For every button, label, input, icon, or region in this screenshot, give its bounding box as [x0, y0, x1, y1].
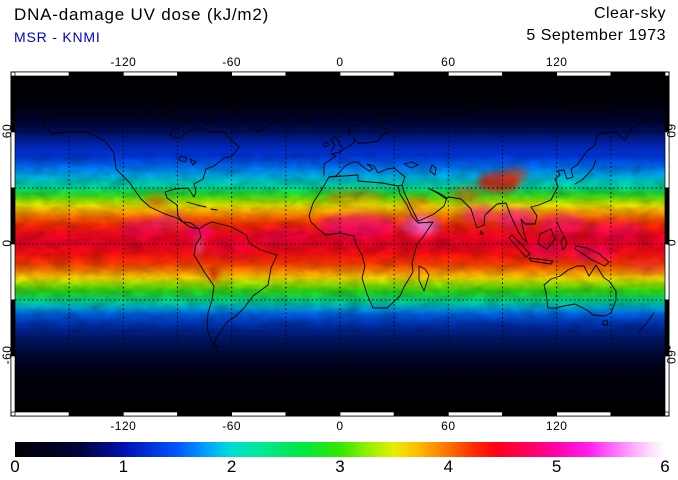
coast-borneo	[537, 228, 556, 250]
frame-segment-top	[177, 71, 233, 77]
lon-tick-label-bottom: 120	[545, 419, 568, 433]
coast-new-zealand-north	[646, 312, 655, 323]
frame-segment-bottom	[447, 411, 503, 417]
frame-segment-bottom	[502, 411, 558, 417]
frame-segment-top	[14, 71, 70, 77]
frame-segment-bottom	[393, 411, 449, 417]
frame-segment-bottom	[610, 411, 666, 417]
coast-java	[528, 257, 554, 265]
sea-black	[403, 161, 419, 169]
frame-segment-top	[122, 71, 178, 77]
lon-tick-label-top: 120	[545, 55, 568, 69]
lake-caspian	[429, 164, 437, 176]
lake-great-lakes-west	[178, 155, 188, 163]
colorbar-tick-label: 5	[551, 457, 562, 476]
graticule	[15, 76, 665, 412]
frame-segment-bottom	[556, 411, 612, 417]
frame-segment-right	[664, 355, 670, 413]
coast-mediterranean-europe	[328, 161, 406, 187]
colorbar-tick-label: 6	[660, 457, 670, 476]
coast-ireland	[322, 141, 330, 148]
lon-tick-label-bottom: -120	[110, 419, 137, 433]
coast-north-america	[41, 111, 240, 230]
frame-segment-top	[610, 71, 666, 77]
frame-segment-bottom	[14, 411, 70, 417]
frame-segment-left	[10, 355, 16, 413]
frame-segment-top	[285, 71, 341, 77]
map-content	[15, 76, 665, 412]
coast-africa	[308, 174, 434, 309]
frame-segment-top	[68, 71, 124, 77]
coast-philippines	[556, 221, 564, 235]
coast-south-america	[193, 221, 278, 349]
frame-segment-bottom	[285, 411, 341, 417]
date-label: 5 September 1973	[526, 27, 666, 44]
frame-segment-bottom	[231, 411, 287, 417]
frame-segment-bottom	[122, 411, 178, 417]
coast-sumatra	[508, 234, 531, 258]
coast-iceland	[300, 119, 312, 126]
colorbar-tick-label: 4	[443, 457, 454, 476]
frame-segment-bottom	[177, 411, 233, 417]
lon-tick-label-top: -60	[222, 55, 242, 69]
coast-south-asia	[401, 118, 648, 243]
frame-segment-bottom	[68, 411, 124, 417]
lon-tick-label-bottom: 0	[336, 419, 344, 433]
coast-baffin-island	[199, 113, 215, 126]
lon-tick-label-top: -120	[110, 55, 137, 69]
coast-sulawesi	[560, 235, 568, 251]
coast-japan	[574, 159, 597, 185]
lake-great-lakes-east	[189, 158, 197, 166]
lon-tick-label-top: 0	[336, 55, 344, 69]
lat-tick-label-left: -60	[0, 345, 14, 365]
lat-tick-label-left: 0	[0, 239, 14, 247]
coast-svalbard	[375, 100, 384, 108]
coastlines	[41, 90, 665, 349]
lat-tick-label-left: 60	[0, 123, 14, 139]
coast-greenland	[216, 90, 305, 133]
map-frame	[10, 71, 670, 417]
colorbar-tick-label: 3	[335, 457, 345, 476]
data-source-label: MSR - KNMI	[14, 29, 101, 45]
coast-madagascar	[418, 265, 430, 292]
frame-segment-top	[556, 71, 612, 77]
coast-banks-island	[142, 109, 154, 117]
coast-new-zealand-south	[637, 322, 648, 334]
frame-segment-top	[231, 71, 287, 77]
lat-tick-label-right: -60	[664, 345, 678, 365]
frame-segment-top	[339, 71, 395, 77]
coast-new-guinea	[574, 245, 610, 267]
colorbar-tick-label: 1	[118, 457, 129, 476]
colorbar-tick-label: 0	[10, 457, 20, 476]
lon-tick-label-bottom: -60	[222, 419, 242, 433]
world-uv-map	[10, 71, 670, 417]
coast-tasmania	[602, 319, 609, 326]
coast-sri-lanka	[479, 230, 484, 235]
coast-scandinavia	[348, 111, 392, 137]
frame-segment-top	[447, 71, 503, 77]
frame-segment-top	[502, 71, 558, 77]
lat-tick-label-right: 0	[664, 239, 678, 247]
lon-tick-label-bottom: 60	[441, 419, 456, 433]
frame-segment-top	[393, 71, 449, 77]
coast-cuba	[186, 201, 207, 208]
page-title: DNA-damage UV dose (kJ/m2)	[14, 5, 270, 24]
coast-atlantic-europe-arctic-russia	[323, 99, 665, 176]
colorbar-tick-label: 2	[226, 457, 237, 476]
frame-segment-bottom	[339, 411, 395, 417]
lat-tick-label-right: 60	[664, 123, 678, 139]
coast-hispaniola	[210, 208, 218, 211]
colorbar	[15, 442, 665, 457]
sky-condition-label: Clear-sky	[593, 5, 666, 22]
coast-victoria-island	[161, 108, 176, 117]
coast-australia	[543, 264, 617, 317]
lon-tick-label-top: 60	[441, 55, 456, 69]
